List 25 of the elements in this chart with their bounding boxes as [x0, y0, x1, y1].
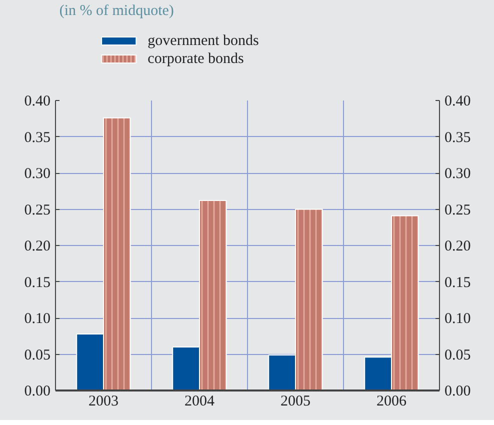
y-tick-label: 0.20 [24, 238, 50, 254]
y2-tick-label: 0.20 [444, 238, 471, 254]
y2-tick-label: 0.25 [444, 202, 471, 218]
y2-tick-label: 0.40 [444, 94, 471, 110]
y-tick-label: 0.05 [24, 347, 50, 364]
x-tick-label: 2005 [280, 394, 310, 410]
y-tick-label: 0.15 [24, 274, 50, 291]
y-tick-label: 0.00 [24, 384, 50, 400]
y2-tick-label: 0.10 [444, 311, 471, 327]
y2-tick-label: 0.05 [444, 347, 471, 364]
y-tick-label: 0.35 [24, 130, 50, 146]
x-tick-label: 2003 [88, 394, 118, 410]
y-tick-label: 0.30 [24, 166, 50, 182]
x-tick-label: 2004 [184, 394, 215, 410]
legend-label: government bonds [148, 33, 260, 49]
y-tick-label: 0.40 [24, 94, 50, 110]
y-tick-label: 0.25 [24, 202, 50, 218]
y2-tick-label: 0.30 [444, 166, 471, 182]
y2-tick-label: 0.00 [444, 384, 471, 400]
legend-label: corporate bonds [148, 51, 244, 67]
y-tick-label: 0.10 [24, 311, 50, 327]
y2-tick-label: 0.15 [444, 274, 471, 291]
chart-subtitle: (in % of midquote) [59, 3, 174, 20]
y2-tick-label: 0.35 [444, 130, 471, 146]
x-tick-label: 2006 [376, 394, 407, 410]
